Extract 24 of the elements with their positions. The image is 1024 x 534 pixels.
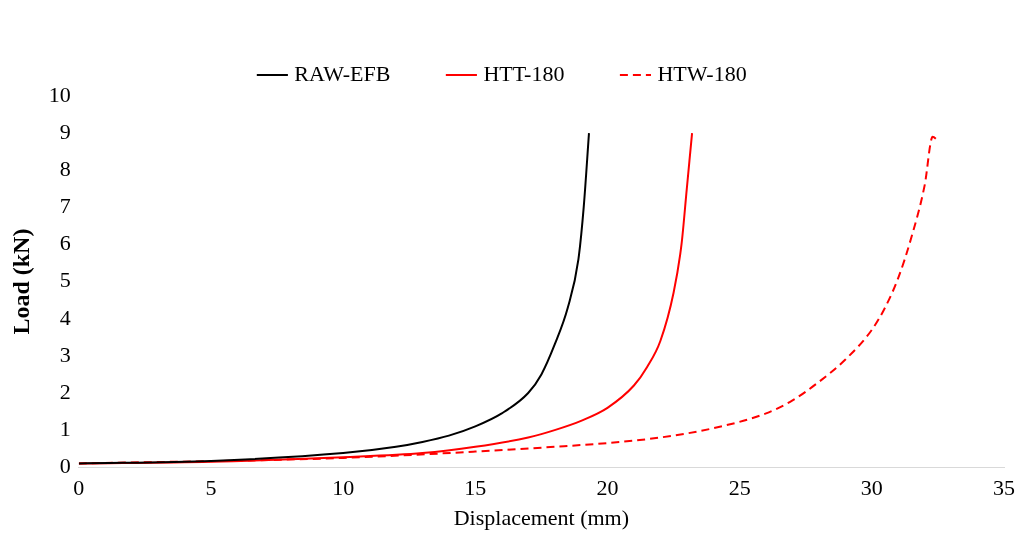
x-tick-label: 5	[205, 475, 217, 501]
x-tick-label: 30	[860, 475, 883, 501]
y-tick-label: 10	[48, 81, 71, 107]
line-series	[78, 132, 590, 465]
y-tick-label: 7	[59, 193, 71, 219]
y-tick-label: 0	[59, 452, 71, 478]
x-tick-label: 20	[596, 475, 619, 501]
legend-label: HTT-180	[483, 60, 565, 86]
x-axis-title: Displacement (mm)	[453, 504, 630, 530]
y-tick-label: 8	[59, 156, 71, 182]
x-tick-label: 15	[464, 475, 487, 501]
y-tick-label: 3	[59, 341, 71, 367]
x-tick-label: 25	[728, 475, 751, 501]
y-axis-title: Load (kN)	[7, 228, 34, 335]
y-tick-label: 1	[59, 415, 71, 441]
y-tick-label: 6	[59, 230, 71, 256]
x-tick-label: 35	[993, 475, 1015, 501]
legend-label: HTW-180	[657, 60, 747, 86]
x-tick-label: 10	[332, 475, 355, 501]
legend-label: RAW-EFB	[294, 60, 391, 86]
y-tick-label: 2	[59, 378, 71, 404]
y-tick-label: 5	[59, 267, 71, 293]
y-tick-label: 4	[59, 304, 71, 330]
y-tick-label: 9	[59, 118, 71, 144]
